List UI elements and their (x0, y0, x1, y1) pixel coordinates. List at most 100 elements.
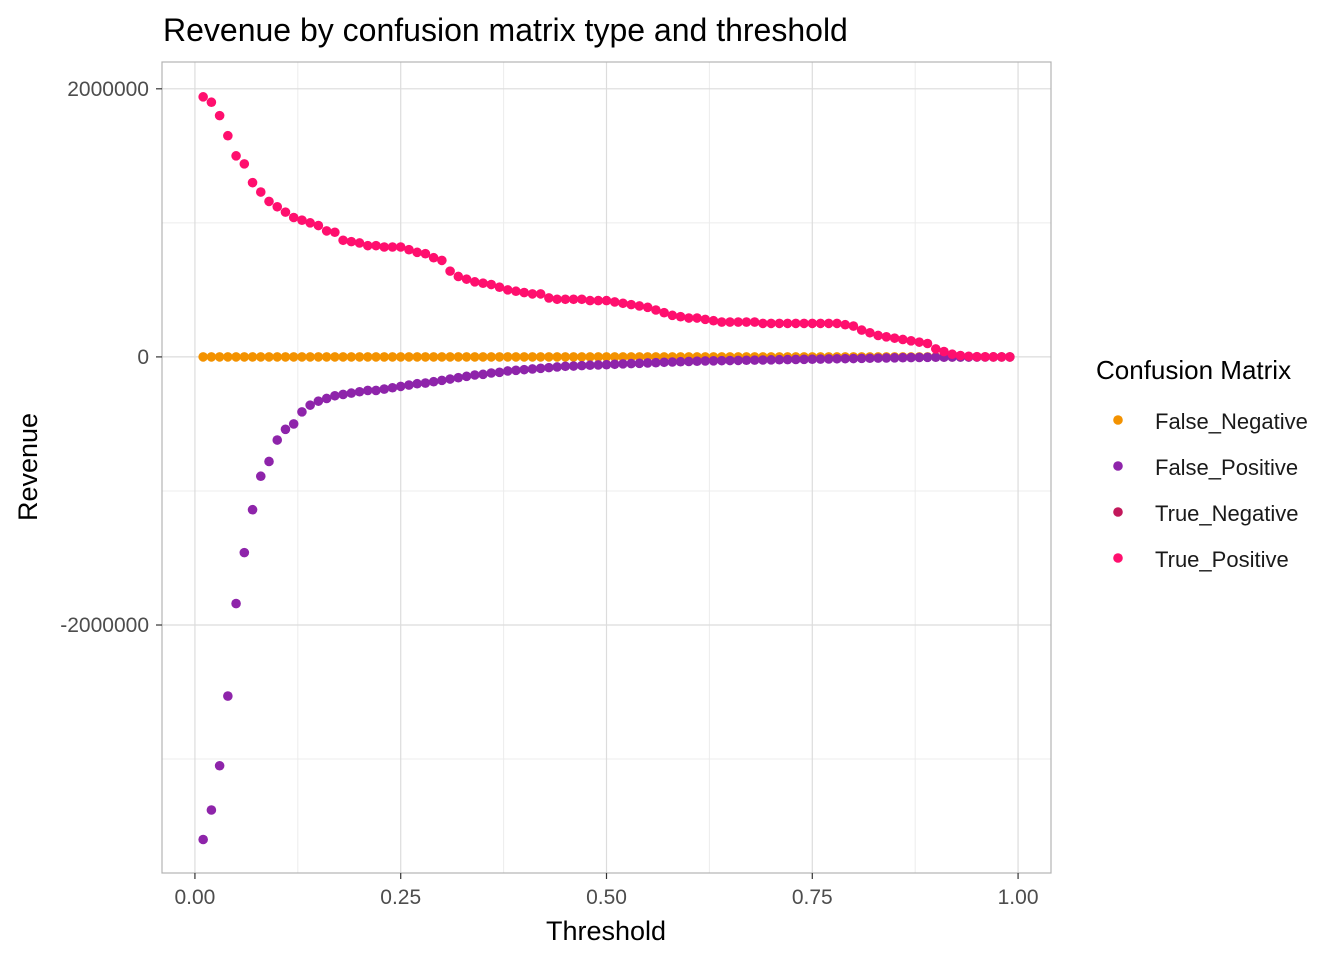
data-point (840, 319, 851, 330)
data-point (198, 352, 208, 362)
data-point (412, 247, 422, 258)
data-point (198, 92, 208, 102)
data-point (963, 351, 974, 362)
data-point (494, 352, 505, 362)
data-point (437, 255, 447, 266)
data-point (799, 354, 809, 365)
data-point (247, 504, 258, 515)
data-point (675, 311, 686, 322)
data-point (692, 356, 702, 366)
data-point (577, 294, 587, 305)
data-point (725, 317, 735, 327)
data-point (461, 274, 472, 284)
data-point (247, 352, 258, 362)
data-point (560, 361, 571, 372)
data-point (231, 598, 241, 609)
data-point (330, 390, 340, 401)
data-point (626, 352, 636, 362)
data-point (914, 337, 925, 347)
data-point (840, 353, 851, 364)
data-point (461, 371, 472, 382)
y-axis-ticks: -2000000 0 2000000 (60, 78, 162, 637)
x-tick-label: 0.75 (792, 886, 833, 909)
data-point (486, 368, 497, 378)
data-point (313, 220, 324, 231)
data-point (774, 318, 785, 329)
data-point (461, 352, 472, 362)
data-point (362, 352, 373, 362)
y-tick-label: -2000000 (60, 614, 149, 637)
data-point (519, 287, 529, 298)
data-point (437, 352, 447, 362)
data-point (206, 805, 217, 815)
data-point (914, 352, 925, 363)
data-point (395, 242, 406, 252)
data-point (371, 385, 381, 396)
data-point (420, 352, 431, 362)
data-point (856, 325, 867, 335)
data-point (469, 370, 480, 380)
data-point (494, 282, 505, 293)
data-point (395, 352, 406, 362)
data-point (807, 318, 818, 329)
x-axis-ticks: 0.00 0.25 0.50 0.75 1.00 (174, 873, 1039, 909)
data-point (922, 338, 933, 349)
data-point (478, 278, 488, 288)
data-point (535, 289, 546, 299)
data-point (552, 352, 562, 362)
data-point (297, 407, 307, 417)
data-point (815, 318, 826, 329)
data-point (535, 363, 546, 374)
data-point (873, 330, 883, 341)
data-point (305, 400, 315, 410)
data-point (766, 355, 776, 365)
data-point (255, 471, 266, 482)
data-point (807, 354, 818, 364)
data-point (889, 353, 900, 363)
data-point (321, 226, 332, 236)
data-point (939, 346, 949, 357)
data-point (519, 352, 529, 362)
data-point (527, 289, 538, 299)
data-point (815, 354, 826, 364)
data-point (560, 294, 571, 305)
legend-label: True_Negative (1155, 501, 1298, 526)
data-point (832, 318, 842, 329)
data-point (560, 352, 571, 362)
data-point (469, 352, 480, 362)
legend: Confusion Matrix False_Negative False_Pos… (1096, 355, 1308, 572)
data-point (272, 352, 283, 362)
data-point (881, 353, 892, 363)
data-point (247, 177, 258, 188)
data-point (239, 159, 250, 169)
data-point (280, 207, 291, 217)
data-point (511, 352, 521, 362)
data-point (428, 252, 439, 263)
data-point (371, 352, 381, 362)
data-point (288, 352, 299, 362)
data-point (214, 352, 225, 362)
data-point (330, 352, 340, 362)
data-point (609, 359, 620, 370)
data-point (313, 396, 324, 406)
legend-label: False_Negative (1155, 409, 1308, 434)
data-point (288, 212, 299, 223)
data-point (223, 130, 233, 141)
data-point (502, 285, 513, 295)
data-point (321, 352, 332, 362)
data-point (700, 356, 711, 366)
data-point (700, 314, 711, 325)
data-point (428, 376, 439, 387)
data-point (387, 352, 398, 362)
data-point (198, 834, 208, 845)
data-point (362, 385, 373, 396)
data-point (988, 352, 999, 362)
data-point (626, 358, 636, 369)
data-point (478, 352, 488, 362)
data-point (667, 310, 678, 321)
data-point (338, 235, 348, 246)
data-point (618, 352, 628, 362)
y-axis-title: Revenue (13, 413, 43, 521)
data-point (716, 317, 727, 327)
data-point (906, 352, 916, 363)
